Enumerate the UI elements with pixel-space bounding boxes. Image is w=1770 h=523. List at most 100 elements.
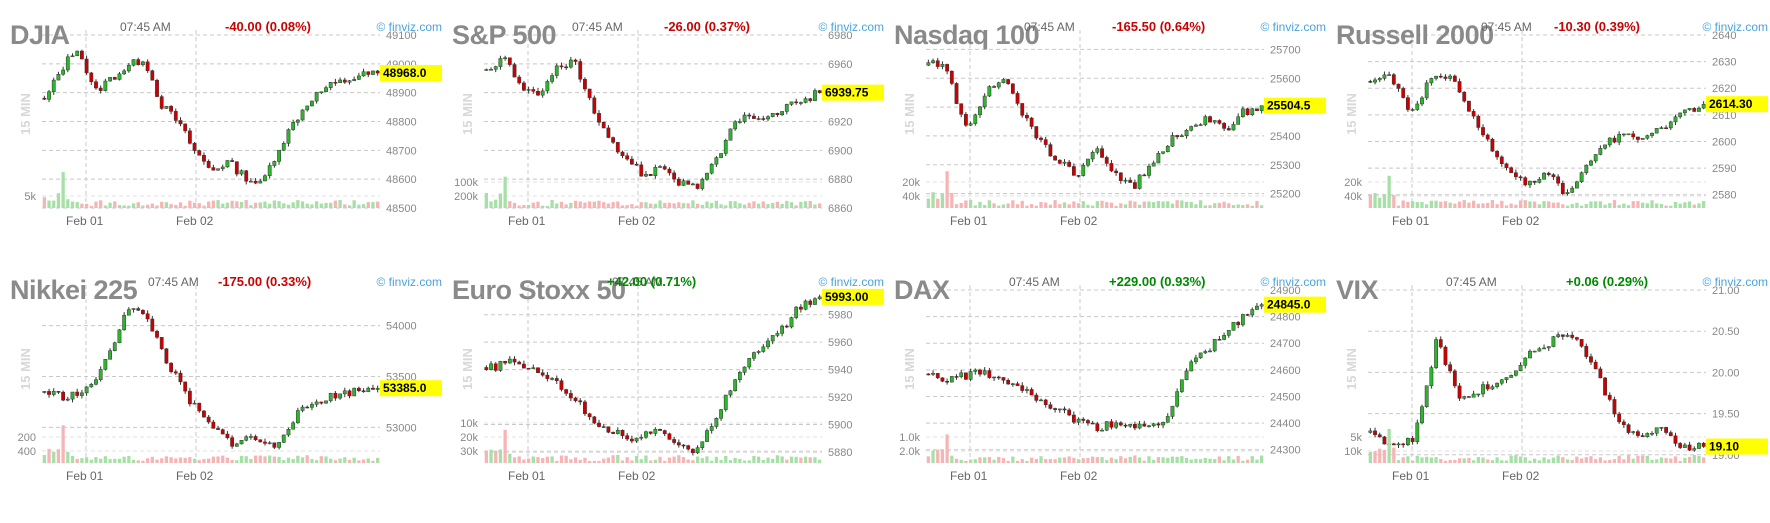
copyright-link[interactable]: © finviz.com xyxy=(818,20,884,34)
candle-body xyxy=(1090,152,1095,160)
volume-bar xyxy=(1039,202,1043,208)
volume-bar xyxy=(155,205,159,208)
volume-bar xyxy=(1415,455,1419,463)
chart-panel-vix[interactable]: 19.00 19.50 20.00 20.50 21.00 10k 5k Feb 01 Feb … xyxy=(1326,255,1768,510)
volume-bar xyxy=(1382,193,1387,208)
quote-time: 07:45 AM xyxy=(120,20,171,34)
candle-body xyxy=(761,118,766,120)
x-tick-label: Feb 01 xyxy=(66,214,104,228)
volume-bar xyxy=(1401,200,1405,208)
copyright-link[interactable]: © finviz.com xyxy=(1702,20,1768,34)
volume-bar xyxy=(1105,460,1109,463)
candle-body xyxy=(662,166,667,170)
x-tick-label: Feb 01 xyxy=(66,469,104,483)
candle-body xyxy=(752,352,756,359)
volume-bar xyxy=(1420,201,1424,208)
candle-body xyxy=(1217,120,1222,124)
candle-body xyxy=(780,325,784,334)
volume-bar xyxy=(1678,203,1682,208)
candle-body xyxy=(1631,133,1636,138)
candle-body xyxy=(691,183,695,186)
volume-bar xyxy=(1170,203,1175,208)
candle-body xyxy=(103,359,108,370)
volume-bar xyxy=(70,201,75,208)
candle-body xyxy=(1100,429,1104,432)
volume-bar xyxy=(1617,455,1621,463)
volume-bar xyxy=(366,458,370,463)
candle-body xyxy=(1452,75,1457,82)
candle-body xyxy=(808,300,813,305)
volume-bar xyxy=(803,456,808,463)
copyright-link[interactable]: © finviz.com xyxy=(1260,275,1326,289)
candle-body xyxy=(1448,364,1453,372)
volume-bar xyxy=(272,200,277,208)
volume-bar xyxy=(277,201,281,208)
candle-body xyxy=(507,358,512,364)
candle-body xyxy=(803,98,808,103)
volume-bar xyxy=(818,203,822,208)
candle-body xyxy=(1039,137,1043,140)
volume-bar xyxy=(277,456,281,463)
chart-panel-dax[interactable]: 24300 24400 24500 24600 24700 24800 24900 2.0k 1… xyxy=(884,255,1326,510)
copyright-link[interactable]: © finviz.com xyxy=(1702,275,1768,289)
chart-plot: 6860688069006920694069606980200k100kFeb … xyxy=(454,30,884,228)
volume-bar xyxy=(1392,447,1396,463)
copyright-link[interactable]: © finviz.com xyxy=(1260,20,1326,34)
volume-bar xyxy=(964,200,968,208)
volume-bar xyxy=(136,202,140,208)
volume-bar xyxy=(47,200,51,208)
chart-panel-s-p-500[interactable]: 6860688069006920694069606980200k100kFeb … xyxy=(442,0,884,255)
chart-panel-djia[interactable]: 48500 48600 48700 48800 48900 49000 49100 5k Feb… xyxy=(0,0,442,255)
volume-bar xyxy=(1015,460,1020,463)
candle-body xyxy=(949,70,954,84)
candle-body xyxy=(737,121,742,123)
volume-bar xyxy=(564,204,568,208)
copyright-link[interactable]: © finviz.com xyxy=(818,275,884,289)
candle-body xyxy=(1565,334,1570,337)
volume-bar xyxy=(1387,428,1391,463)
candle-body xyxy=(817,90,822,93)
y-tick-label: 24500 xyxy=(1270,391,1301,403)
candle-body xyxy=(65,56,70,71)
volume-bar xyxy=(192,202,197,208)
candle-body xyxy=(202,155,206,162)
candle-body xyxy=(1048,144,1053,157)
volume-bar xyxy=(559,455,564,463)
volume-bar xyxy=(1425,456,1429,463)
candle-body xyxy=(1434,75,1438,79)
volume-bar xyxy=(1401,457,1405,463)
chart-panel-nasdaq-100[interactable]: 25200253002540025500256002570040k20kFeb … xyxy=(884,0,1326,255)
volume-bar xyxy=(1612,459,1617,463)
price-change: +42.00 (0.71%) xyxy=(607,274,697,289)
volume-bar xyxy=(225,202,230,208)
candle-body xyxy=(1010,383,1015,385)
volume-bar xyxy=(1608,459,1612,463)
candle-body xyxy=(1226,128,1231,131)
last-price-value: 6939.75 xyxy=(825,86,869,100)
volume-bar xyxy=(296,455,300,463)
candle-body xyxy=(964,114,968,126)
candle-body xyxy=(714,418,719,427)
volume-tick-label: 10k xyxy=(1344,446,1362,458)
volume-bar xyxy=(319,203,323,208)
chart-panel-euro-stoxx-50[interactable]: 5880 5900 5920 5940 5960 5980 30k 20k 10k Feb 01 F… xyxy=(442,255,884,510)
candle-body xyxy=(658,428,662,431)
candle-body xyxy=(733,379,738,392)
volume-bar xyxy=(202,458,206,463)
volume-bar xyxy=(52,200,56,208)
volume-bar xyxy=(526,204,531,208)
candle-body xyxy=(1546,346,1551,349)
chart-panel-russell-2000[interactable]: 2580 2590 2600 2610 2620 2630 2640 40k 20k Feb 01… xyxy=(1326,0,1768,255)
copyright-link[interactable]: © finviz.com xyxy=(376,275,442,289)
candle-body xyxy=(601,426,606,428)
candle-body xyxy=(1579,172,1584,183)
volume-bar xyxy=(225,457,230,463)
volume-bar xyxy=(1556,202,1560,208)
candle-body xyxy=(225,160,230,168)
y-tick-label: 53000 xyxy=(386,422,417,434)
copyright-link[interactable]: © finviz.com xyxy=(376,20,442,34)
chart-panel-nikkei-225[interactable]: 53000 53500 54000 400 200 Feb 01 Feb 02 53385.0… xyxy=(0,255,442,510)
volume-bar xyxy=(1062,202,1067,208)
volume-bar xyxy=(1184,457,1189,463)
